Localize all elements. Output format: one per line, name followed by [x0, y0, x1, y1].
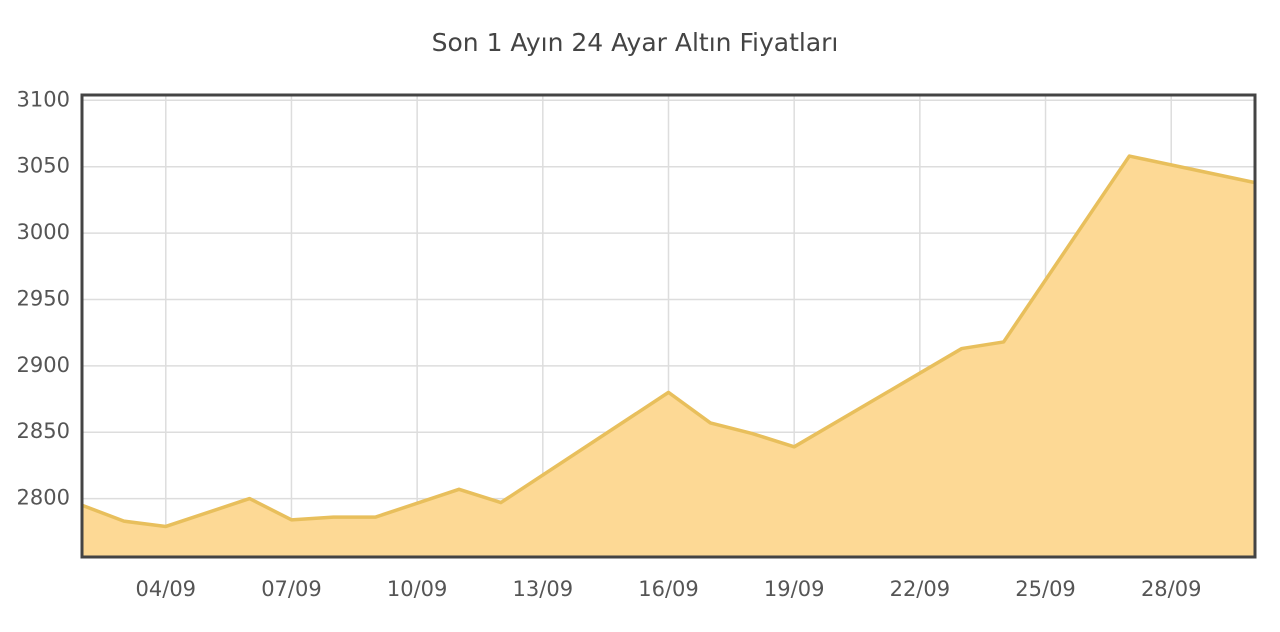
- y-tick-label: 2950: [17, 286, 70, 310]
- x-tick-label: 04/09: [136, 577, 197, 601]
- plot-border: [80, 93, 1257, 559]
- x-tick-label: 25/09: [1015, 577, 1076, 601]
- x-tick-label: 22/09: [890, 577, 951, 601]
- x-tick-label: 13/09: [513, 577, 574, 601]
- x-tick-label: 19/09: [764, 577, 825, 601]
- area: [82, 156, 1255, 557]
- y-tick-label: 2800: [17, 486, 70, 510]
- x-tick-label: 28/09: [1141, 577, 1202, 601]
- chart-title: Son 1 Ayın 24 Ayar Altın Fiyatları: [432, 28, 839, 57]
- x-tick-label: 10/09: [387, 577, 448, 601]
- y-tick-label: 3100: [17, 87, 70, 111]
- y-tick-label: 2900: [17, 353, 70, 377]
- x-tick-label: 16/09: [638, 577, 699, 601]
- y-tick-label: 2850: [17, 419, 70, 443]
- y-tick-label: 3000: [17, 220, 70, 244]
- area-line: [81, 154, 1256, 529]
- y-tick-label: 3050: [17, 154, 70, 178]
- x-tick-label: 07/09: [261, 577, 322, 601]
